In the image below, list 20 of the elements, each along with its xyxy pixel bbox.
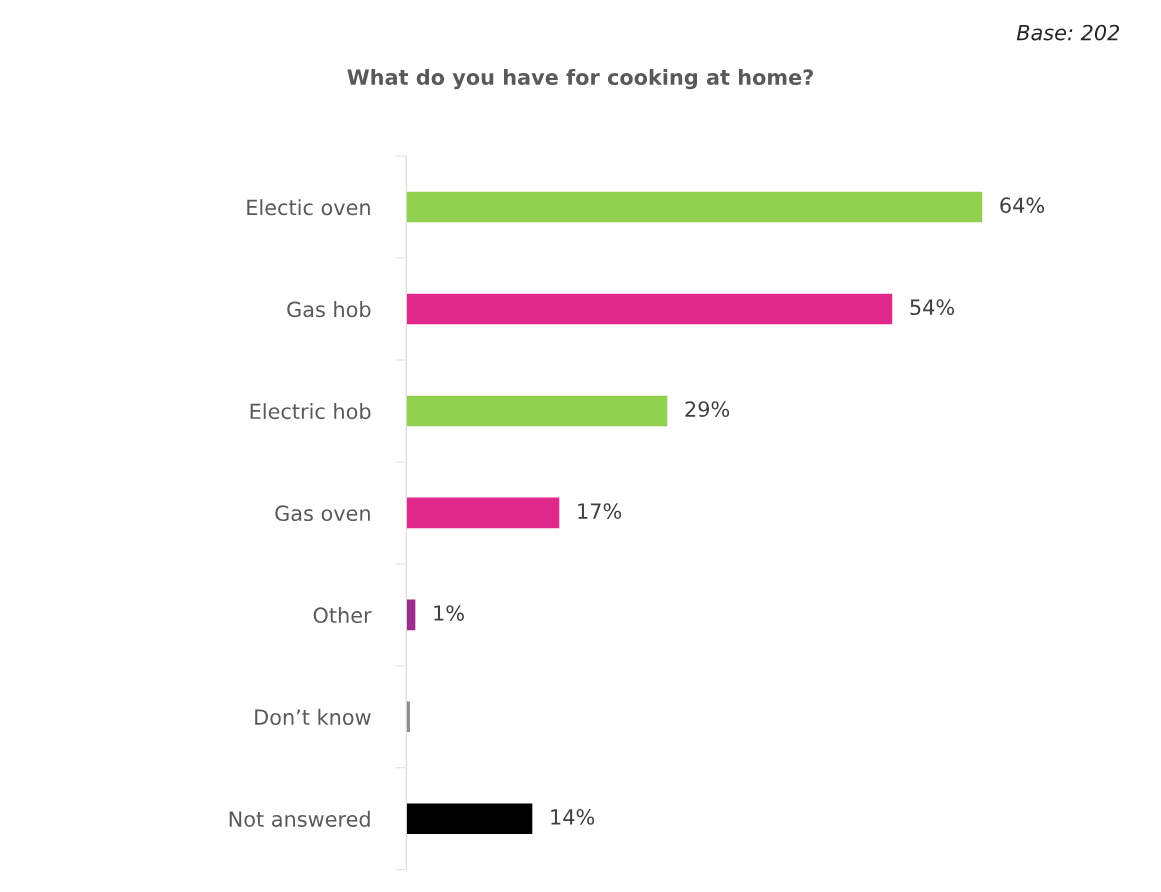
data-label: 17%	[578, 503, 622, 519]
y-tick-label: Electric hob	[250, 403, 371, 420]
bar	[406, 497, 560, 529]
bar	[406, 191, 983, 223]
data-label: 64%	[1000, 197, 1045, 214]
chart-title: What do you have for cooking at home?	[347, 68, 813, 90]
data-label: 14%	[551, 809, 595, 825]
bar	[406, 395, 668, 427]
y-tick-label: Other	[313, 606, 372, 624]
bar	[406, 803, 533, 835]
y-tick-label: Gas oven	[275, 505, 370, 522]
data-label: 54%	[910, 299, 955, 316]
y-tick-label: Gas hob	[287, 301, 371, 318]
text: Base: 202	[1016, 24, 1120, 41]
y-tick-label: Electic oven	[247, 199, 370, 216]
data-label: 1%	[434, 605, 464, 621]
data-label: 29%	[685, 401, 730, 417]
bar	[406, 293, 893, 325]
y-tick-label: Don’t know	[255, 708, 371, 725]
y-tick-label: Not answered	[229, 810, 370, 827]
